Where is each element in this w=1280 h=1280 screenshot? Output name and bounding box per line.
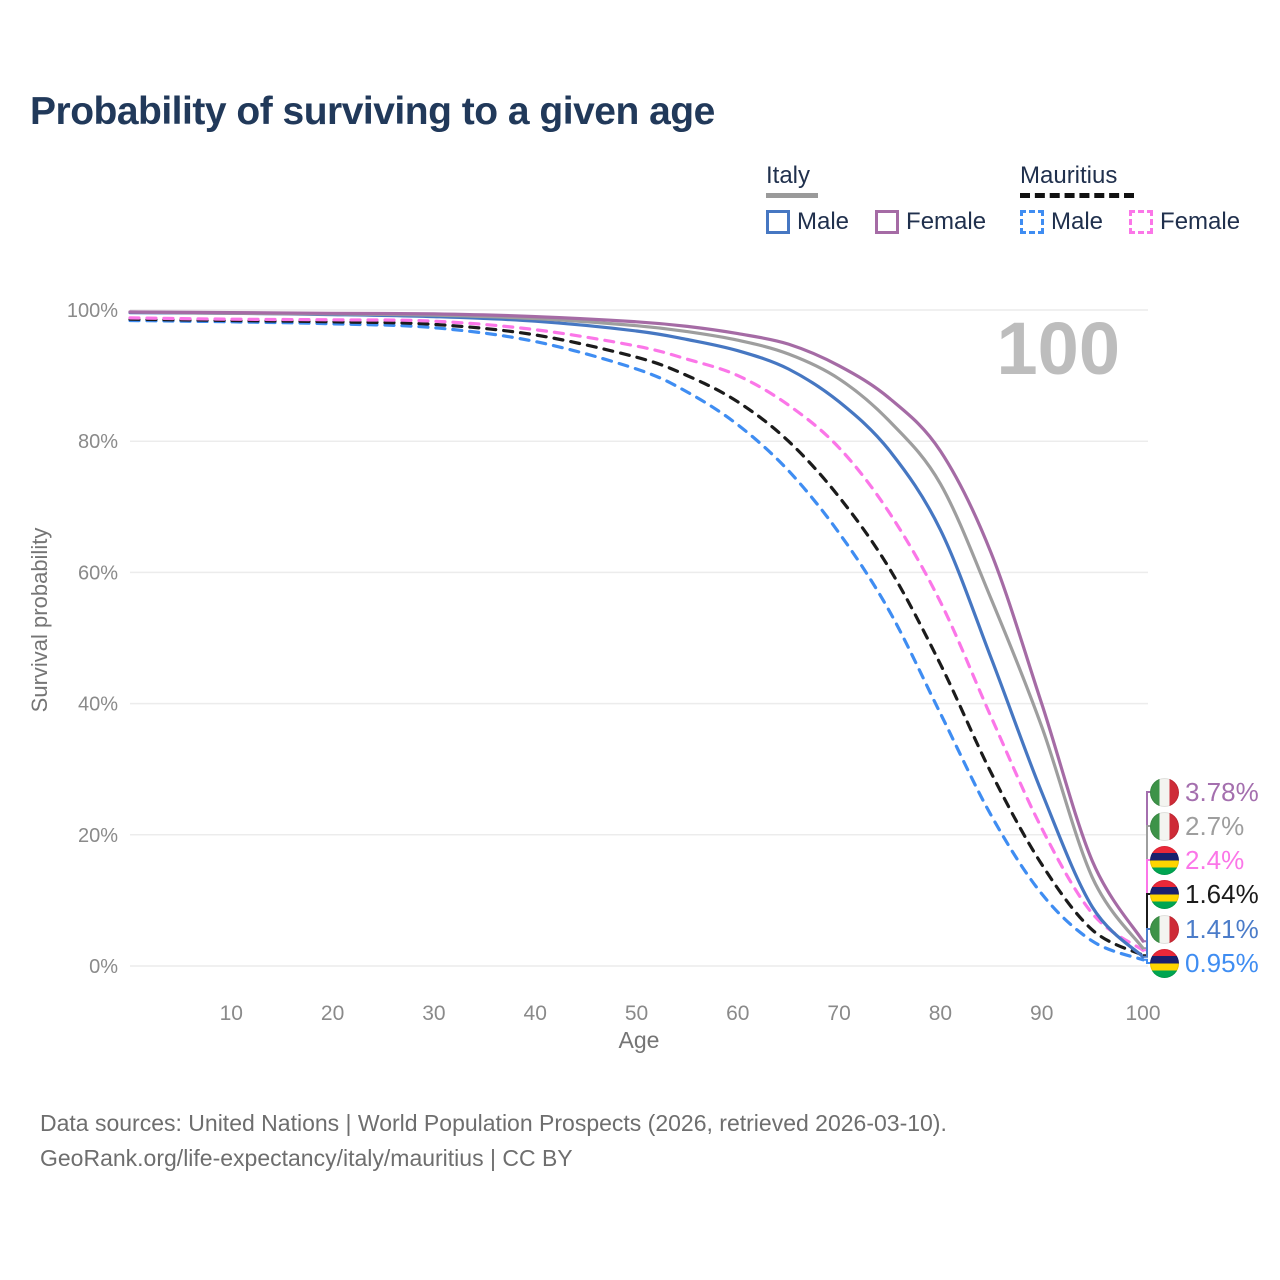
end-value: 2.7% xyxy=(1185,810,1245,841)
curve-italy-female xyxy=(128,310,1145,943)
x-tick-label: 20 xyxy=(321,1002,344,1025)
x-tick-label: 60 xyxy=(726,1002,749,1025)
end-value: 2.4% xyxy=(1185,844,1245,875)
y-tick-label: 40% xyxy=(78,694,118,716)
end-label-mauritius-male: 0.95% xyxy=(1150,948,1259,978)
y-tick-label: 20% xyxy=(78,825,118,847)
legend-country-mauritius: Mauritius xyxy=(1020,162,1118,189)
x-tick-label: 10 xyxy=(220,1002,243,1025)
mauritius-flag-icon xyxy=(1150,879,1179,909)
x-tick-label: 70 xyxy=(827,1002,850,1025)
x-tick-label: 80 xyxy=(929,1002,952,1025)
curve-mauritius-male xyxy=(128,318,1145,962)
legend-swatch-italy-female[interactable] xyxy=(875,210,900,234)
y-tick-label: 60% xyxy=(78,562,118,584)
end-value: 1.64% xyxy=(1185,878,1259,909)
italy-flag-icon xyxy=(1150,777,1179,807)
x-tick-label: 90 xyxy=(1030,1002,1053,1025)
legend-label-mauritius-male: Male xyxy=(1051,208,1104,235)
legend-swatch-italy-male[interactable] xyxy=(766,210,790,234)
leader-line xyxy=(1143,958,1152,964)
italy-flag-icon xyxy=(1150,811,1179,841)
y-axis-title: Survival probability xyxy=(27,528,52,713)
x-tick-label: 100 xyxy=(1125,1002,1160,1025)
legend-item-italy-female[interactable]: Female xyxy=(875,208,986,236)
x-axis-tick-labels: 10 20 30 40 50 60 70 80 90 100 xyxy=(220,1002,1161,1025)
legend-label-italy-female: Female xyxy=(906,208,987,235)
x-tick-label: 50 xyxy=(625,1002,648,1025)
end-value: 1.41% xyxy=(1185,913,1259,944)
mauritius-flag-icon xyxy=(1150,845,1179,875)
x-tick-label: 30 xyxy=(422,1002,445,1025)
end-label-italy-female: 3.78% xyxy=(1150,777,1259,807)
curve-italy xyxy=(128,310,1145,950)
leader-line xyxy=(1143,928,1152,958)
attribution-line: GeoRank.org/life-expectancy/italy/maurit… xyxy=(40,1145,573,1171)
legend-swatch-mauritius-female[interactable] xyxy=(1129,210,1154,234)
legend-rule-italy-solid xyxy=(766,193,818,198)
end-label-italy-male: 1.41% xyxy=(1150,914,1259,944)
page-title: Probability of surviving to a given age xyxy=(30,90,715,133)
y-tick-label: 0% xyxy=(89,956,118,978)
italy-flag-icon xyxy=(1150,914,1179,944)
legend-rule-mauritius-dashed xyxy=(1020,193,1134,198)
end-label-mauritius-both: 1.64% xyxy=(1150,879,1259,909)
legend-item-mauritius-male[interactable]: Male xyxy=(1020,208,1103,236)
y-tick-label: 100% xyxy=(67,300,118,322)
end-label-mauritius-female: 2.4% xyxy=(1150,845,1244,875)
legend-group-italy: Italy Male Female xyxy=(766,162,986,236)
data-sources-line: Data sources: United Nations | World Pop… xyxy=(40,1110,947,1136)
curve-mauritius-female xyxy=(128,316,1145,952)
gridlines xyxy=(130,309,1148,967)
legend-group-mauritius: Mauritius Male Female xyxy=(1020,162,1240,236)
mauritius-flag-icon xyxy=(1150,948,1179,978)
y-tick-label: 80% xyxy=(78,431,118,453)
x-tick-label: 40 xyxy=(524,1002,547,1025)
curve-italy-male xyxy=(128,311,1145,959)
legend-country-italy: Italy xyxy=(766,162,811,189)
legend-swatch-mauritius-male[interactable] xyxy=(1020,210,1044,234)
x-axis-title: Age xyxy=(619,1027,660,1053)
survival-curves xyxy=(128,310,1145,962)
end-label-italy-both: 2.7% xyxy=(1150,811,1244,841)
legend-item-italy-male[interactable]: Male xyxy=(766,208,849,236)
y-axis-tick-labels: 0% 20% 40% 60% 80% 100% xyxy=(67,300,118,978)
end-value: 0.95% xyxy=(1185,947,1259,978)
label-leader-lines xyxy=(1143,791,1152,964)
age-counter-watermark: 100 xyxy=(997,307,1120,390)
curve-mauritius xyxy=(128,317,1145,957)
legend-label-mauritius-female: Female xyxy=(1160,208,1241,235)
end-value: 3.78% xyxy=(1185,776,1259,807)
leader-line xyxy=(1143,893,1152,957)
legend-label-italy-male: Male xyxy=(797,208,850,235)
legend-item-mauritius-female[interactable]: Female xyxy=(1129,208,1240,236)
